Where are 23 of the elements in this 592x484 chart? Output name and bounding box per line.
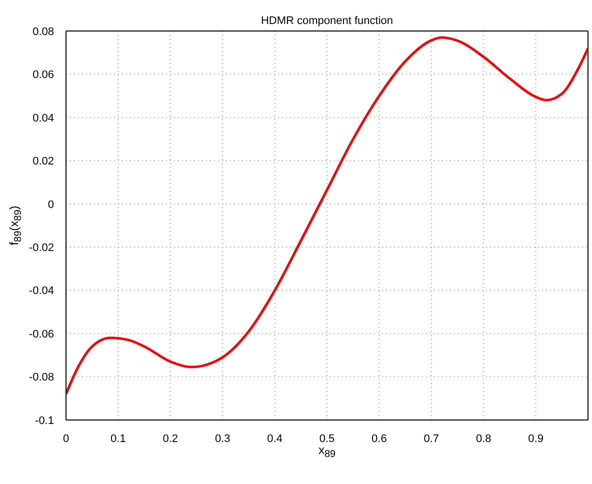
y-tick-label: -0.08 [28, 372, 54, 384]
y-tick-label: -0.1 [35, 414, 54, 427]
x-tick-label: 0.4 [267, 432, 282, 445]
y-tick-label: 0 [48, 198, 54, 211]
chart-title: HDMR component function [260, 15, 394, 27]
x-tick-label: 0 [62, 432, 70, 445]
y-tick-label: -0.04 [28, 285, 54, 298]
x-axis-title: x$_{89}$ [318, 443, 336, 460]
x-tick-label: 0.5 [319, 432, 335, 445]
y-tick-label: -0.02 [28, 242, 54, 254]
line-series [66, 36, 588, 396]
x-tick-label: 0.6 [372, 432, 387, 445]
y-tick-label: 0.06 [32, 69, 54, 82]
x-tick-label: 0.1 [110, 432, 126, 445]
y-tick-label: 0.02 [32, 156, 54, 168]
x-tick-label: 0.7 [424, 432, 440, 445]
y-tick-label: 0.04 [32, 112, 54, 124]
y-tick-label: -0.06 [28, 328, 54, 340]
x-tick-label: 0.3 [214, 432, 230, 445]
x-tick-label: 0.8 [476, 432, 492, 445]
y-tick-label: 0.08 [32, 26, 54, 38]
x-tick-label: 0.9 [528, 432, 544, 445]
x-tick-label: 0.2 [162, 432, 178, 445]
